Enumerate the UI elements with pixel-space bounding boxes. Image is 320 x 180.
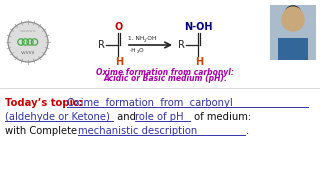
Circle shape <box>282 9 304 31</box>
Text: O: O <box>139 48 144 53</box>
Text: R: R <box>98 40 105 50</box>
Text: of medium:: of medium: <box>191 112 251 122</box>
Text: 2: 2 <box>143 39 146 42</box>
Text: N-OH: N-OH <box>184 22 213 32</box>
Text: -H: -H <box>130 48 137 53</box>
Text: R: R <box>178 40 185 50</box>
Text: and: and <box>114 112 139 122</box>
Circle shape <box>285 6 301 22</box>
FancyBboxPatch shape <box>270 5 316 60</box>
Text: 1. NH: 1. NH <box>128 36 144 41</box>
Text: -OH: -OH <box>146 36 157 41</box>
Text: Oxime  formation  from  carbonyl: Oxime formation from carbonyl <box>67 98 233 108</box>
Text: Acidic or Basic medium (pH).: Acidic or Basic medium (pH). <box>103 74 227 83</box>
Circle shape <box>283 7 303 27</box>
Text: .: . <box>246 126 249 136</box>
Text: wwwww: wwwww <box>20 29 36 33</box>
Text: Today’s topic:: Today’s topic: <box>5 98 83 108</box>
Text: H: H <box>115 57 123 67</box>
Circle shape <box>8 22 48 62</box>
Text: O: O <box>115 22 123 32</box>
Text: with Complete: with Complete <box>5 126 80 136</box>
FancyBboxPatch shape <box>278 38 308 60</box>
Text: H: H <box>195 57 203 67</box>
Text: mechanistic description: mechanistic description <box>78 126 197 136</box>
Text: (aldehyde or Ketone): (aldehyde or Ketone) <box>5 112 110 122</box>
Text: vvvvv: vvvvv <box>21 50 35 55</box>
Text: role of pH: role of pH <box>135 112 183 122</box>
Text: 2: 2 <box>137 50 139 53</box>
Text: Oxime formation from carbonyl:: Oxime formation from carbonyl: <box>96 68 234 77</box>
